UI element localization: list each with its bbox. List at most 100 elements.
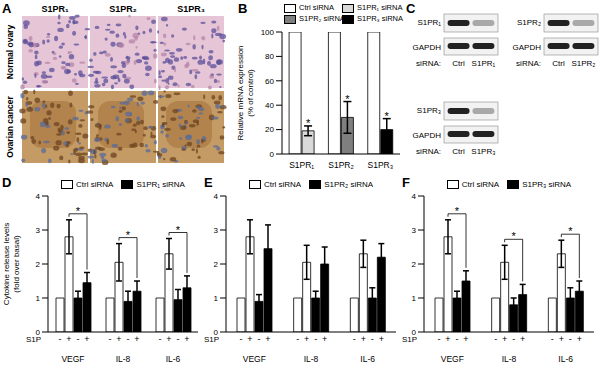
svg-text:S1PR₂: S1PR₂ — [571, 59, 595, 68]
svg-text:-: - — [159, 334, 162, 344]
svg-text:+: + — [322, 334, 327, 344]
svg-text:-: - — [109, 334, 112, 344]
svg-text:+: + — [577, 334, 582, 344]
svg-text:4: 4 — [412, 192, 417, 201]
svg-text:-: - — [258, 334, 261, 344]
svg-text:GAPDH: GAPDH — [413, 43, 442, 52]
svg-text:GAPDH: GAPDH — [513, 43, 542, 52]
svg-text:S1PR₁: S1PR₁ — [289, 160, 314, 170]
svg-text:VEGF: VEGF — [61, 354, 84, 364]
svg-text:-: - — [59, 334, 62, 344]
svg-text:-: - — [314, 334, 317, 344]
svg-text:3: 3 — [214, 226, 219, 235]
svg-text:Normal ovary: Normal ovary — [5, 25, 15, 80]
svg-text:IL-6: IL-6 — [360, 354, 375, 364]
svg-text:siRNA:: siRNA: — [416, 59, 441, 68]
svg-text:*: * — [76, 205, 81, 217]
svg-text:*: * — [568, 225, 573, 237]
svg-text:60: 60 — [265, 77, 274, 86]
svg-text:-: - — [494, 334, 497, 344]
svg-text:+: + — [559, 334, 564, 344]
svg-text:+: + — [445, 334, 450, 344]
svg-text:+: + — [379, 334, 384, 344]
svg-text:80: 80 — [265, 52, 274, 61]
svg-text:GAPDH: GAPDH — [413, 131, 442, 140]
svg-text:4: 4 — [36, 192, 41, 201]
svg-text:S1PR₁: S1PR₁ — [41, 4, 69, 14]
svg-text:-: - — [512, 334, 515, 344]
svg-text:S1PR₃: S1PR₃ — [177, 4, 205, 14]
html-text:A: A — [2, 1, 12, 16]
svg-text:S1PR₂: S1PR₂ — [328, 160, 354, 170]
svg-text:Ctrl: Ctrl — [452, 59, 465, 68]
html-text:B: B — [238, 1, 248, 16]
svg-text:1: 1 — [214, 294, 219, 303]
svg-text:IL-6: IL-6 — [558, 354, 573, 364]
svg-text:VEGF: VEGF — [441, 354, 464, 364]
svg-text:+: + — [502, 334, 507, 344]
svg-text:S1PR₃: S1PR₃ — [471, 147, 495, 156]
svg-text:-: - — [551, 334, 554, 344]
svg-text:S1PR₁: S1PR₁ — [472, 59, 496, 68]
svg-text:S1PR₂: S1PR₂ — [109, 4, 137, 14]
svg-text:2: 2 — [36, 260, 41, 269]
svg-text:*: * — [455, 205, 460, 217]
svg-text:-: - — [177, 334, 180, 344]
svg-text:-: - — [240, 334, 243, 344]
svg-text:*: * — [176, 224, 181, 236]
svg-text:S1PR₁: S1PR₁ — [417, 18, 441, 27]
svg-text:Cytokine release levels(fold o: Cytokine release levels(fold over basal) — [2, 223, 21, 305]
svg-text:1: 1 — [36, 294, 41, 303]
svg-text:-: - — [569, 334, 572, 344]
svg-text:+: + — [184, 334, 189, 344]
svg-text:3: 3 — [412, 226, 417, 235]
svg-text:40: 40 — [265, 101, 274, 110]
svg-text:+: + — [134, 334, 139, 344]
svg-text:-: - — [296, 334, 299, 344]
svg-text:IL-8: IL-8 — [116, 354, 131, 364]
svg-text:4: 4 — [214, 192, 219, 201]
svg-text:2: 2 — [214, 260, 219, 269]
svg-text:siRNA:: siRNA: — [416, 147, 441, 156]
svg-text:Ovarian cancer: Ovarian cancer — [5, 96, 15, 158]
svg-text:-: - — [456, 334, 459, 344]
svg-text:0: 0 — [270, 150, 275, 159]
svg-text:IL-8: IL-8 — [304, 354, 319, 364]
svg-text:+: + — [66, 334, 71, 344]
svg-text:Ctrl: Ctrl — [552, 59, 565, 68]
svg-text:*: * — [306, 117, 311, 129]
svg-text:3: 3 — [36, 226, 41, 235]
svg-text:*: * — [512, 230, 517, 242]
svg-text:*: * — [126, 229, 131, 241]
svg-text:IL-8: IL-8 — [502, 354, 517, 364]
svg-text:+: + — [304, 334, 309, 344]
svg-text:-: - — [77, 334, 80, 344]
svg-text:*: * — [345, 93, 350, 105]
svg-text:1: 1 — [412, 294, 417, 303]
svg-text:Ctrl: Ctrl — [452, 147, 465, 156]
svg-text:+: + — [84, 334, 89, 344]
svg-text:S1PR₂: S1PR₂ — [517, 18, 541, 27]
svg-text:-: - — [438, 334, 441, 344]
svg-text:+: + — [247, 334, 252, 344]
svg-text:+: + — [265, 334, 270, 344]
svg-text:siRNA:: siRNA: — [516, 59, 541, 68]
svg-text:S1PR₃: S1PR₃ — [367, 160, 393, 170]
svg-text:+: + — [463, 334, 468, 344]
svg-text:+: + — [520, 334, 525, 344]
html-text:C: C — [406, 1, 416, 16]
svg-text:+: + — [166, 334, 171, 344]
svg-text:Relative mRNA expression(% of: Relative mRNA expression(% of control) — [236, 45, 255, 140]
svg-text:+: + — [116, 334, 121, 344]
svg-text:-: - — [353, 334, 356, 344]
svg-text:100: 100 — [261, 28, 275, 37]
svg-text:IL-6: IL-6 — [166, 354, 181, 364]
svg-text:+: + — [361, 334, 366, 344]
svg-text:S1PR₃: S1PR₃ — [417, 106, 441, 115]
svg-text:VEGF: VEGF — [243, 354, 266, 364]
svg-text:20: 20 — [265, 125, 274, 134]
svg-text:-: - — [371, 334, 374, 344]
svg-text:-: - — [127, 334, 130, 344]
svg-text:*: * — [385, 110, 390, 122]
svg-text:2: 2 — [412, 260, 417, 269]
